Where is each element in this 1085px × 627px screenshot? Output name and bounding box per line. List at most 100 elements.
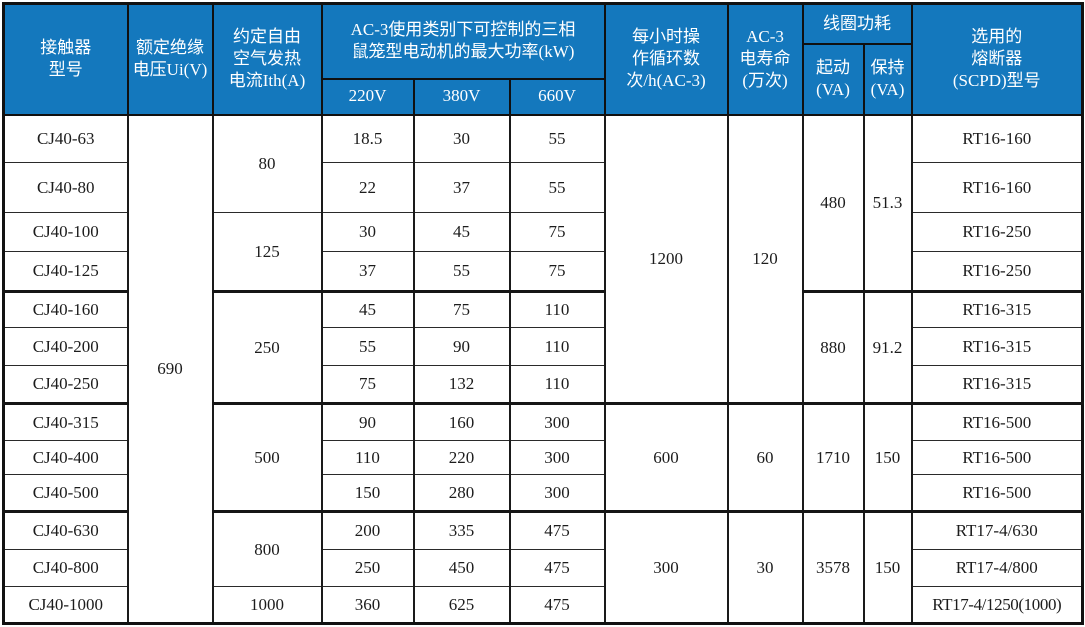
table-row: CJ40-400 110 220 300 RT16-500 [2, 440, 1084, 475]
table-row: CJ40-80 22 37 55 RT16-160 [2, 162, 1084, 213]
cell-power-220: 37 [320, 251, 415, 292]
header-model: 接触器 型号 [2, 2, 129, 116]
cell-life: 60 [726, 402, 804, 512]
cell-life: 120 [726, 113, 804, 404]
table-row: CJ40-200 55 90 110 RT16-315 [2, 327, 1084, 366]
cell-power-660: 475 [508, 510, 606, 550]
cell-coil-start: 1710 [801, 402, 865, 512]
cell-power-380: 132 [412, 365, 511, 404]
table-row: CJ40-125 37 55 75 RT16-250 [2, 251, 1084, 292]
header-electrical-life: AC-3 电寿命 (万次) [726, 2, 804, 116]
cell-model: CJ40-80 [2, 162, 129, 213]
header-fuse: 选用的 熔断器 (SCPD)型号 [910, 2, 1084, 116]
cell-power-660: 110 [508, 327, 606, 366]
cell-power-660: 300 [508, 440, 606, 475]
header-thermal-current: 约定自由 空气发热 电流Ith(A) [211, 2, 323, 116]
header-220v: 220V [320, 77, 415, 116]
cell-coil-hold: 91.2 [862, 290, 913, 404]
cell-power-220: 360 [320, 586, 415, 624]
cell-coil-start: 880 [801, 290, 865, 404]
cell-ith: 500 [211, 402, 323, 512]
cell-fuse: RT16-315 [910, 290, 1084, 328]
cell-model: CJ40-100 [2, 212, 129, 252]
cell-power-660: 75 [508, 212, 606, 252]
cell-fuse: RT16-160 [910, 162, 1084, 213]
cell-model: CJ40-160 [2, 290, 129, 328]
cell-power-380: 450 [412, 549, 511, 587]
cell-model: CJ40-200 [2, 327, 129, 366]
cell-power-660: 475 [508, 549, 606, 587]
cell-power-220: 90 [320, 402, 415, 441]
cell-power-380: 220 [412, 440, 511, 475]
cell-power-220: 45 [320, 290, 415, 328]
cell-fuse: RT16-315 [910, 365, 1084, 404]
header-380v: 380V [412, 77, 511, 116]
cell-model: CJ40-63 [2, 113, 129, 163]
cell-coil-hold: 150 [862, 402, 913, 512]
cell-power-660: 75 [508, 251, 606, 292]
cell-power-660: 110 [508, 365, 606, 404]
cell-model: CJ40-250 [2, 365, 129, 404]
cell-power-220: 55 [320, 327, 415, 366]
header-660v: 660V [508, 77, 606, 116]
table-row: CJ40-63 690 80 18.5 30 55 1200 120 480 5… [2, 113, 1084, 624]
header-coil-consumption: 线圈功耗 [801, 2, 913, 45]
cell-model: CJ40-800 [2, 549, 129, 587]
cell-fuse: RT16-500 [910, 402, 1084, 441]
cell-fuse: RT16-500 [910, 440, 1084, 475]
table-row: CJ40-160 250 45 75 110 880 91.2 RT16-315 [2, 290, 1084, 404]
table-body: CJ40-63 690 80 18.5 30 55 1200 120 480 5… [2, 113, 1084, 624]
cell-power-220: 22 [320, 162, 415, 213]
table-header: 接触器 型号 额定绝缘 电压Ui(V) 约定自由 空气发热 电流Ith(A) A… [2, 2, 1084, 116]
cell-cycles: 300 [603, 510, 729, 624]
cell-power-380: 30 [412, 113, 511, 163]
cell-ith: 800 [211, 510, 323, 587]
header-coil-start: 起动 (VA) [801, 42, 865, 116]
cell-life: 30 [726, 510, 804, 624]
cell-power-380: 335 [412, 510, 511, 550]
table-row: CJ40-250 75 132 110 RT16-315 [2, 365, 1084, 404]
cell-fuse: RT17-4/1250(1000) [910, 586, 1084, 624]
cell-power-380: 45 [412, 212, 511, 252]
table-row: CJ40-630 800 200 335 475 300 30 3578 150… [2, 510, 1084, 624]
cell-power-660: 110 [508, 290, 606, 328]
cell-power-380: 160 [412, 402, 511, 441]
cell-power-380: 280 [412, 474, 511, 512]
cell-power-220: 110 [320, 440, 415, 475]
cell-coil-hold: 150 [862, 510, 913, 624]
cell-power-380: 90 [412, 327, 511, 366]
cell-fuse: RT16-250 [910, 212, 1084, 252]
cell-power-220: 150 [320, 474, 415, 512]
cell-cycles: 1200 [603, 113, 729, 404]
header-insulation-voltage: 额定绝缘 电压Ui(V) [126, 2, 214, 116]
cell-model: CJ40-400 [2, 440, 129, 475]
cell-ith: 125 [211, 212, 323, 292]
cell-coil-hold: 51.3 [862, 113, 913, 292]
header-cycles-per-hour: 每小时操 作循环数 次/h(AC-3) [603, 2, 729, 116]
table-row: CJ40-800 250 450 475 RT17-4/800 [2, 549, 1084, 587]
table-row: CJ40-500 150 280 300 RT16-500 [2, 474, 1084, 512]
cell-fuse: RT16-160 [910, 113, 1084, 163]
cell-ith: 1000 [211, 586, 323, 624]
cell-coil-start: 480 [801, 113, 865, 292]
cell-model: CJ40-315 [2, 402, 129, 441]
cell-model: CJ40-1000 [2, 586, 129, 624]
table-row: CJ40-315 500 90 160 300 600 60 1710 150 … [2, 402, 1084, 512]
cell-power-220: 250 [320, 549, 415, 587]
cell-power-660: 300 [508, 402, 606, 441]
header-coil-hold: 保持 (VA) [862, 42, 913, 116]
cell-power-660: 55 [508, 162, 606, 213]
cell-ith: 80 [211, 113, 323, 213]
cell-power-380: 37 [412, 162, 511, 213]
cell-model: CJ40-630 [2, 510, 129, 550]
cell-ui-voltage: 690 [126, 113, 214, 624]
cell-power-660: 300 [508, 474, 606, 512]
cell-model: CJ40-500 [2, 474, 129, 512]
cell-fuse: RT16-500 [910, 474, 1084, 512]
cell-power-220: 30 [320, 212, 415, 252]
cell-power-220: 200 [320, 510, 415, 550]
cell-power-220: 18.5 [320, 113, 415, 163]
cell-power-380: 625 [412, 586, 511, 624]
header-ac3-power: AC-3使用类别下可控制的三相 鼠笼型电动机的最大功率(kW) [320, 2, 606, 80]
